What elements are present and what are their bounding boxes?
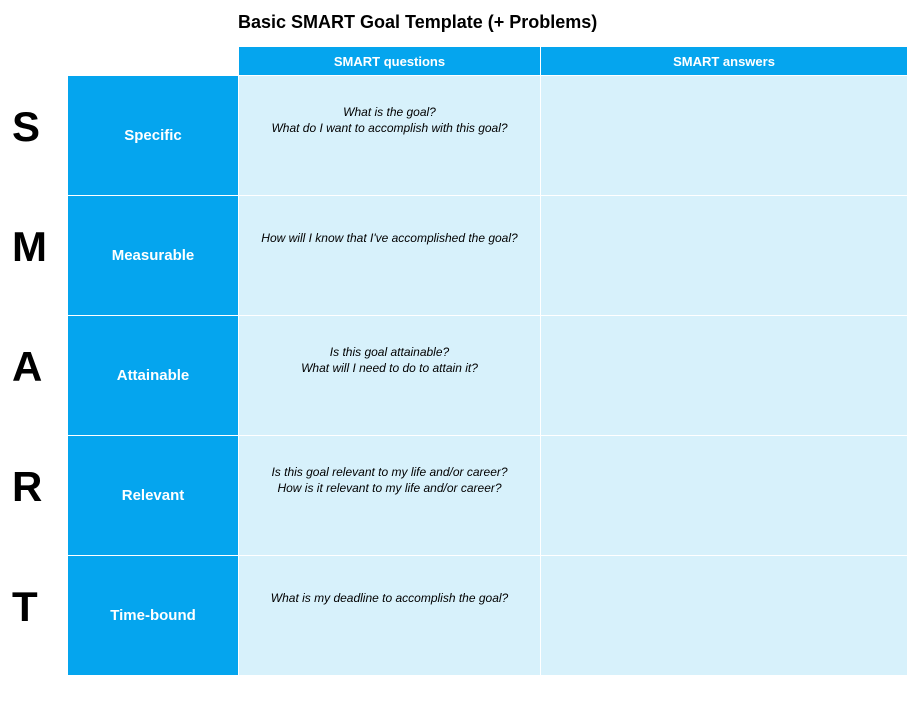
- row-answer-attainable[interactable]: [540, 315, 907, 435]
- row-label-measurable: Measurable: [68, 195, 238, 315]
- acronym-letter: R: [8, 435, 68, 555]
- smart-table: SMART questions SMART answers S Specific…: [8, 47, 907, 675]
- row-questions-measurable: How will I know that I've accomplished t…: [238, 195, 540, 315]
- row-questions-specific: What is the goal? What do I want to acco…: [238, 75, 540, 195]
- question-line: Is this goal relevant to my life and/or …: [271, 464, 507, 480]
- acronym-letter: T: [8, 555, 68, 675]
- row-label-timebound: Time-bound: [68, 555, 238, 675]
- question-line: What is my deadline to accomplish the go…: [271, 590, 508, 606]
- row-questions-relevant: Is this goal relevant to my life and/or …: [238, 435, 540, 555]
- row-questions-attainable: Is this goal attainable? What will I nee…: [238, 315, 540, 435]
- column-header-questions: SMART questions: [238, 47, 540, 75]
- row-label-relevant: Relevant: [68, 435, 238, 555]
- question-line: Is this goal attainable?: [330, 344, 449, 360]
- acronym-letter: A: [8, 315, 68, 435]
- column-header-answers: SMART answers: [540, 47, 907, 75]
- row-answer-relevant[interactable]: [540, 435, 907, 555]
- row-label-attainable: Attainable: [68, 315, 238, 435]
- row-answer-timebound[interactable]: [540, 555, 907, 675]
- page-title: Basic SMART Goal Template (+ Problems): [238, 12, 907, 33]
- header-spacer-letter: [8, 47, 68, 75]
- question-line: What do I want to accomplish with this g…: [271, 120, 507, 136]
- acronym-letter: M: [8, 195, 68, 315]
- acronym-letter: S: [8, 75, 68, 195]
- row-answer-specific[interactable]: [540, 75, 907, 195]
- question-line: What is the goal?: [343, 104, 436, 120]
- question-line: What will I need to do to attain it?: [301, 360, 478, 376]
- row-answer-measurable[interactable]: [540, 195, 907, 315]
- question-line: How will I know that I've accomplished t…: [261, 230, 517, 246]
- header-spacer-label: [68, 47, 238, 75]
- row-questions-timebound: What is my deadline to accomplish the go…: [238, 555, 540, 675]
- question-line: How is it relevant to my life and/or car…: [277, 480, 501, 496]
- row-label-specific: Specific: [68, 75, 238, 195]
